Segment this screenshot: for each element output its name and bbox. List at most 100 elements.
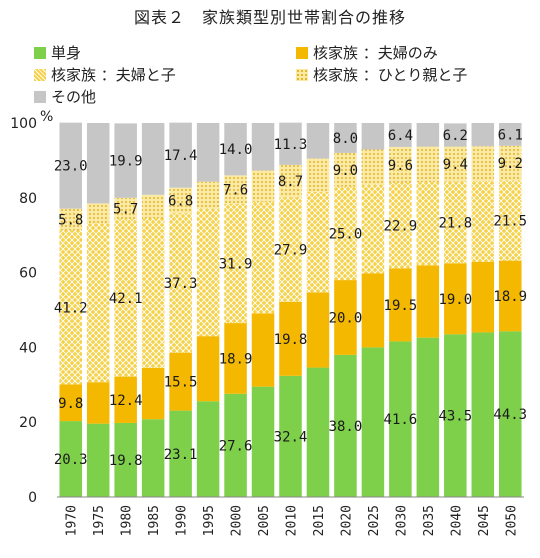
- bar-segment-1985-s3: [141, 194, 165, 219]
- bar-segment-2035-s4: [416, 123, 440, 147]
- bar-segment-2050-s0: [499, 331, 522, 497]
- data-label-2030-s2: 22.9: [384, 219, 418, 235]
- x-tick-label-2030: 2030: [394, 505, 409, 536]
- data-label-1980-s2: 42.1: [109, 291, 143, 307]
- legend-item-other: その他: [34, 86, 96, 107]
- bar-segment-2015-s4: [306, 123, 330, 159]
- data-label-1990-s2: 37.3: [164, 276, 198, 292]
- bar-segment-1985-s1: [141, 367, 165, 420]
- bar-segment-2000-s2: [224, 203, 247, 324]
- bar-segment-2050-s1: [499, 260, 522, 332]
- bar-segment-2000-s3: [224, 175, 247, 204]
- bar-segment-1970-s1: [59, 384, 82, 422]
- bar-segment-2040-s3: [444, 146, 467, 182]
- data-label-2010-s2: 27.9: [274, 243, 308, 259]
- bar-segment-1970-s0: [59, 421, 82, 497]
- bar-segment-2025-s2: [361, 184, 385, 274]
- bar-segment-2035-s3: [416, 146, 440, 183]
- bar-segment-2030-s3: [389, 146, 412, 183]
- data-label-2020-s3: 9.0: [333, 163, 358, 179]
- data-label-1980-s3: 5.7: [113, 201, 138, 217]
- legend-swatch-couple-only: [296, 46, 308, 59]
- y-tick-label: 40: [19, 340, 37, 356]
- bar-segment-1995-s0: [196, 401, 220, 497]
- bar-segment-1970-s4: [59, 122, 82, 209]
- bar-segment-2020-s1: [334, 280, 357, 355]
- data-label-2020-s1: 20.0: [329, 310, 363, 326]
- data-label-1980-s0: 19.8: [109, 453, 143, 469]
- data-label-2040-s2: 21.8: [438, 215, 472, 231]
- bar-segment-2040-s1: [444, 263, 467, 335]
- bar-segment-2020-s3: [334, 152, 357, 187]
- bar-segment-1985-s4: [141, 123, 165, 195]
- legend-swatch-single: [34, 46, 46, 59]
- bar-segment-2005-s0: [251, 386, 275, 497]
- x-tick-label-2015: 2015: [312, 505, 327, 536]
- data-label-1970-s4: 23.0: [54, 159, 88, 175]
- data-label-2010-s3: 8.7: [278, 174, 303, 190]
- data-label-1990-s3: 6.8: [168, 193, 193, 209]
- bar-segment-2015-s3: [306, 158, 330, 192]
- legend-item-single-parent: 核家族 ：ひとり親と子: [296, 64, 467, 85]
- bar-segment-1995-s3: [196, 181, 220, 209]
- x-tick-label-2010: 2010: [285, 505, 300, 536]
- bar-segment-2050-s3: [499, 145, 522, 181]
- legend-swatch-couple-children: [34, 68, 46, 81]
- legend-swatch-single-parent: [296, 68, 308, 81]
- bar-segment-1990-s4: [169, 122, 192, 188]
- bar-segment-1975-s4: [86, 123, 110, 204]
- x-tick-label-2050: 2050: [504, 505, 519, 536]
- x-tick-label-2035: 2035: [422, 505, 437, 536]
- data-label-2000-s4: 14.0: [219, 142, 253, 158]
- x-tick-label-1990: 1990: [175, 505, 190, 536]
- legend-label-single: 単身: [51, 44, 82, 62]
- x-tick-label-2040: 2040: [449, 505, 464, 536]
- data-label-2040-s1: 19.0: [438, 292, 472, 308]
- bar-segment-2045-s4: [471, 123, 495, 147]
- data-label-1980-s4: 19.9: [109, 154, 143, 170]
- bar-segment-1995-s2: [196, 208, 220, 337]
- bar-segment-2010-s2: [279, 197, 302, 302]
- bar-segment-2010-s3: [279, 164, 302, 198]
- data-label-2030-s3: 9.6: [388, 158, 413, 174]
- bar-segment-2000-s1: [224, 323, 247, 394]
- bar-segment-2010-s0: [279, 375, 302, 497]
- bar-segment-2025-s1: [361, 273, 385, 348]
- bar-segment-2005-s3: [251, 170, 275, 202]
- bar-segment-2015-s2: [306, 191, 330, 293]
- x-tick-label-1980: 1980: [120, 505, 135, 536]
- data-label-1970-s0: 20.3: [54, 452, 88, 468]
- data-labels: 20.3 9.8 41.2 5.8 23.0 19.8 12.4 42.1 5.7 19.9 23.…: [54, 127, 527, 469]
- bar-segment-2020-s4: [334, 123, 357, 153]
- bar-segment-2035-s0: [416, 337, 440, 497]
- bar-segment-2035-s1: [416, 265, 440, 338]
- bar-segment-1980-s0: [114, 422, 137, 497]
- bar-segment-1980-s4: [114, 123, 137, 198]
- chart-legend: 単身 核家族 ：夫婦のみ 核家族 ：夫婦と子 核家族 ：ひとり親と子 その他: [34, 42, 534, 108]
- bar-segment-1985-s2: [141, 218, 165, 368]
- bar-segment-1990-s0: [169, 410, 192, 497]
- data-label-1990-s1: 15.5: [164, 375, 198, 391]
- y-tick-label: 0: [28, 490, 37, 506]
- x-tick-label-1985: 1985: [147, 505, 162, 536]
- bar-segment-1975-s2: [86, 223, 110, 383]
- bar-segment-1985-s0: [141, 419, 165, 497]
- bar-segment-2025-s4: [361, 123, 385, 150]
- bar-segment-2010-s4: [279, 122, 302, 165]
- data-label-2020-s2: 25.0: [329, 226, 363, 242]
- data-label-2040-s4: 6.2: [443, 128, 468, 144]
- legend-label-couple-children: 核家族 ：夫婦と子: [51, 66, 176, 84]
- bar-segment-1975-s0: [86, 423, 110, 497]
- bar-segment-1995-s4: [196, 123, 220, 182]
- legend-item-single: 単身: [34, 42, 81, 63]
- bar-segment-2015-s0: [306, 367, 330, 497]
- y-unit-label: %: [40, 109, 53, 125]
- bar-segment-1975-s1: [86, 382, 110, 424]
- bar-segment-1995-s1: [196, 336, 220, 402]
- bar-segment-2040-s4: [444, 123, 467, 147]
- bar-segment-2000-s0: [224, 393, 247, 497]
- legend-item-couple-children: 核家族 ：夫婦と子: [34, 64, 176, 85]
- data-label-1970-s3: 5.8: [58, 212, 83, 228]
- bar-segment-2040-s0: [444, 334, 467, 497]
- legend-item-couple-only: 核家族 ：夫婦のみ: [296, 42, 438, 63]
